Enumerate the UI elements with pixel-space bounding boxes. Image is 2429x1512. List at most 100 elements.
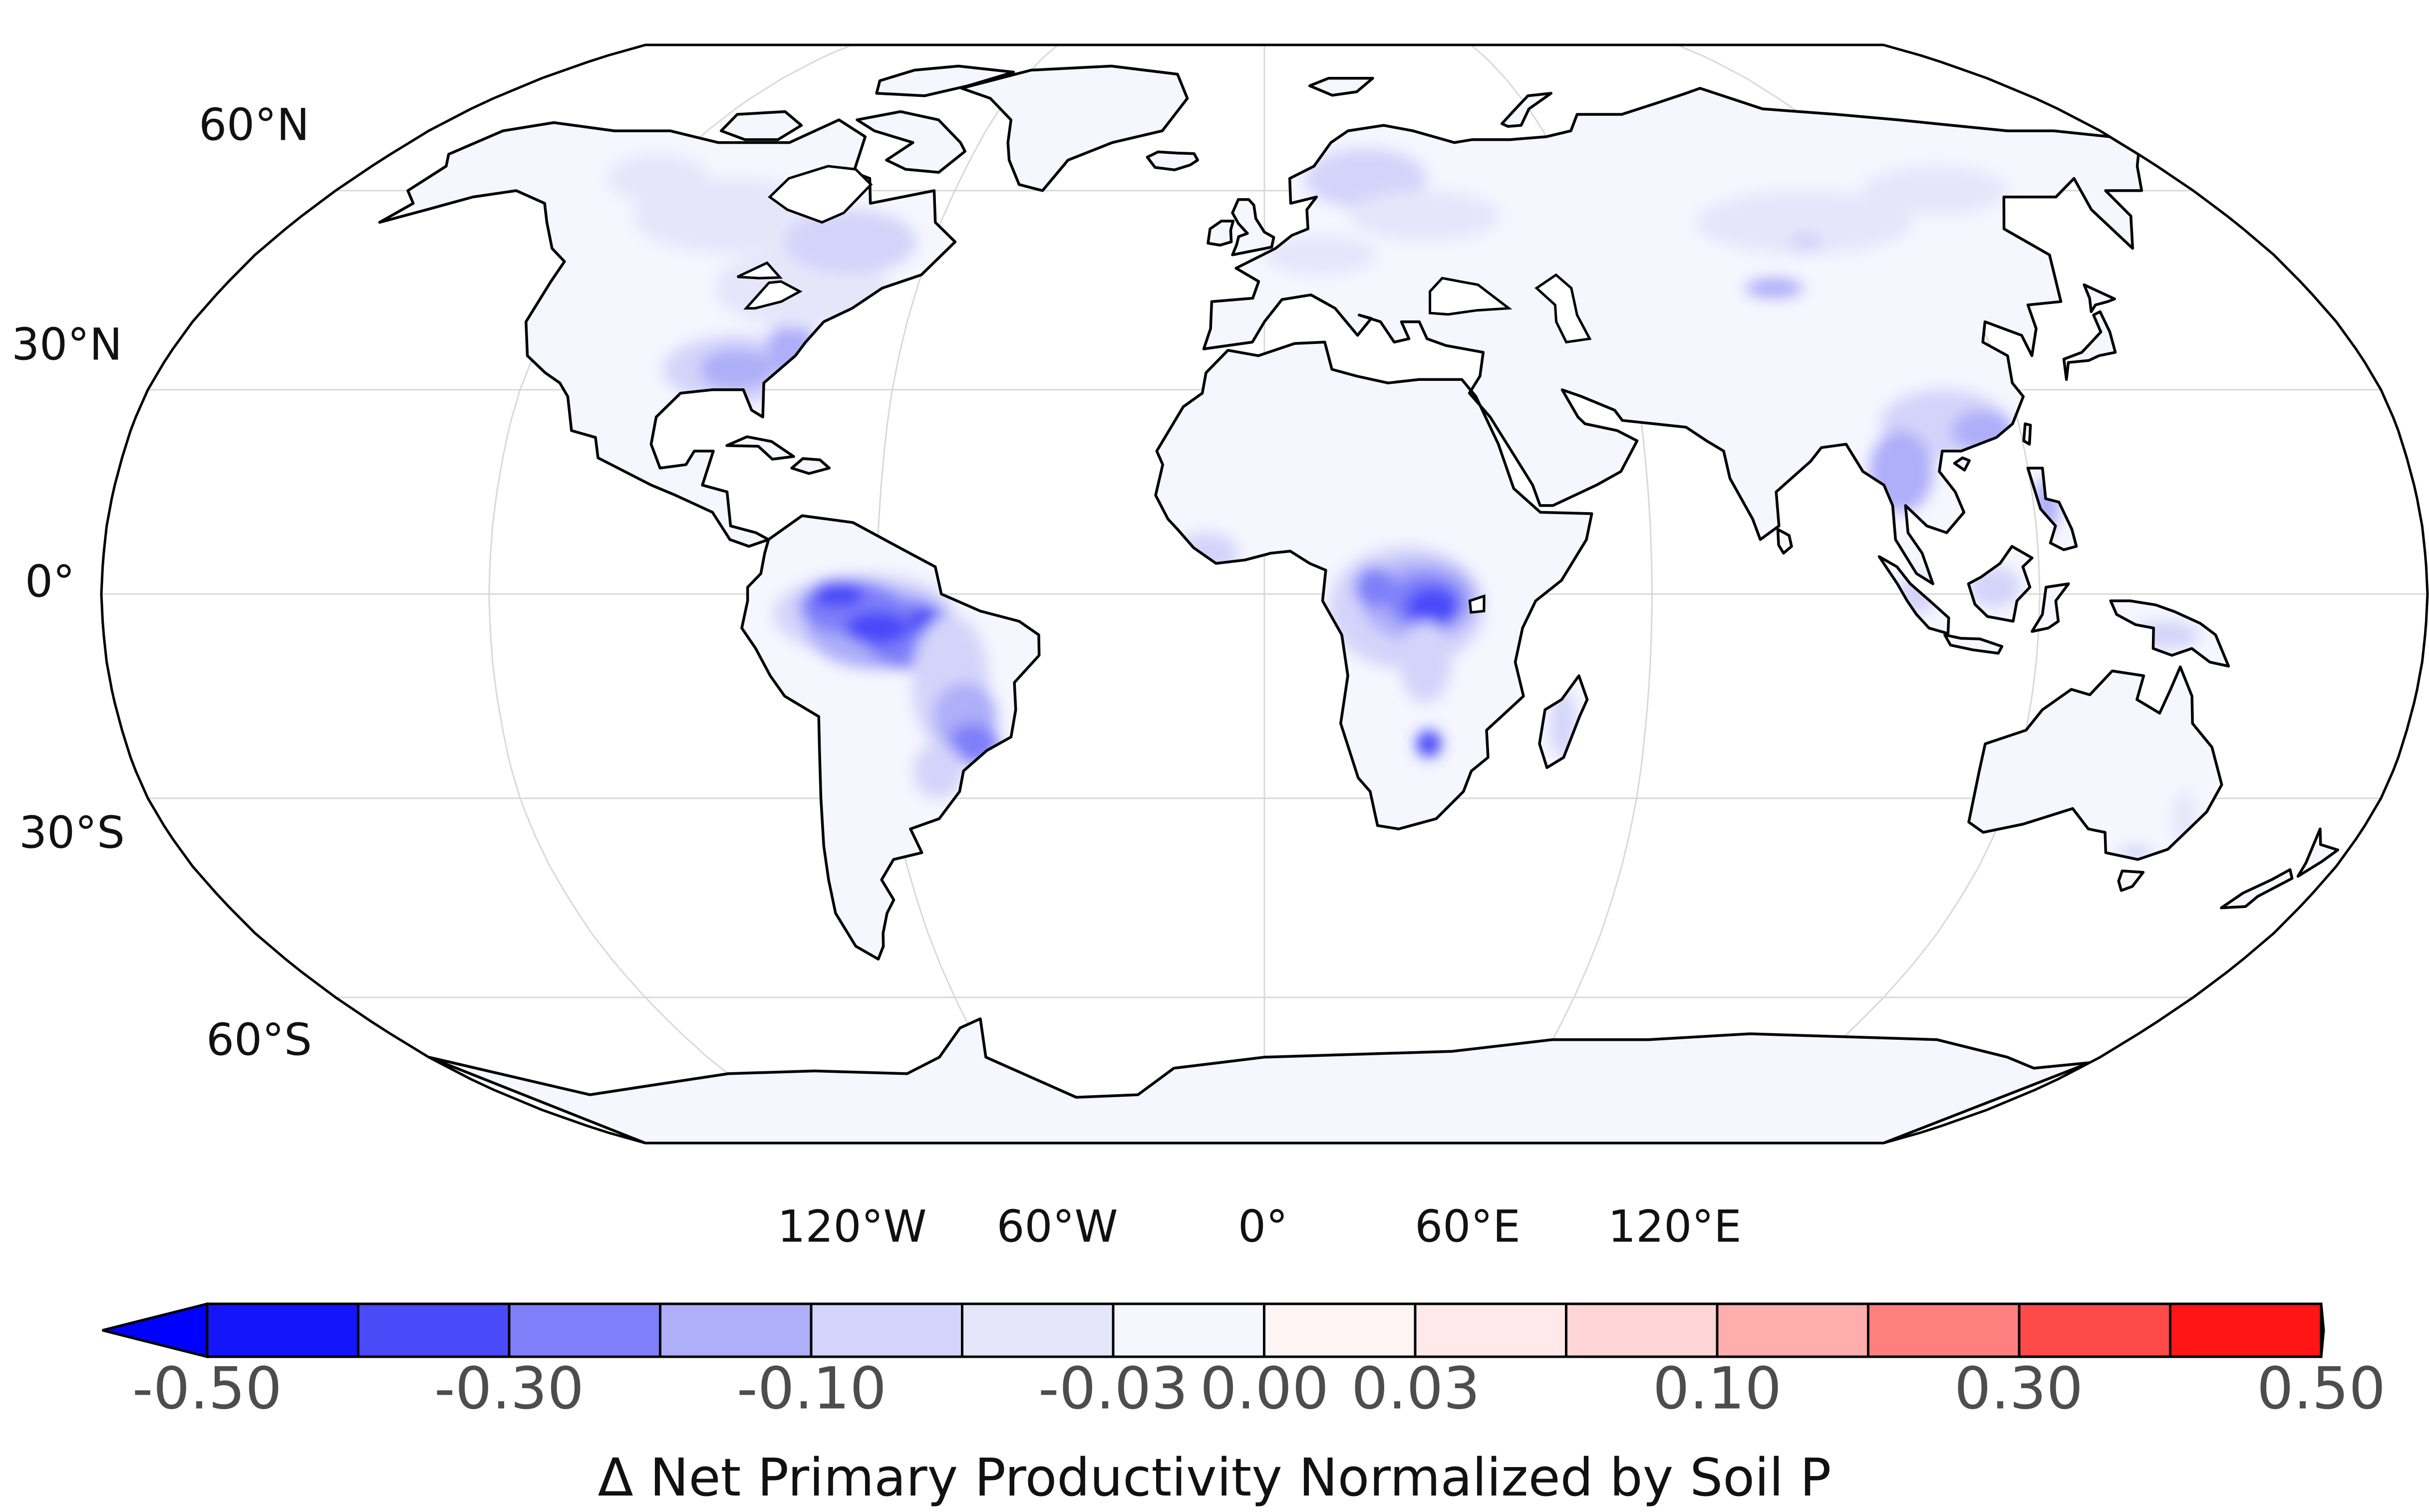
lon-label-120w: 120°W (777, 1201, 927, 1252)
coastline-ireland (1207, 220, 1235, 247)
lake-victoria (1468, 594, 1486, 614)
anomaly-patch (1406, 587, 1459, 628)
anomaly-patch (1399, 621, 1451, 703)
anomaly-patch (913, 744, 964, 799)
coastline-sumatra (1877, 555, 1950, 635)
colorbar-segment (2018, 1302, 2171, 1358)
lon-label-60w: 60°W (996, 1201, 1118, 1252)
colorbar-tick-label: -0.50 (132, 1355, 283, 1423)
coastline-cuba (725, 435, 795, 461)
land-antarctica (428, 1018, 2090, 1143)
land-australia (1969, 666, 2222, 860)
colorbar-tick-label: -0.30 (434, 1355, 585, 1423)
land-java (1944, 634, 2002, 653)
colorbar-segment (508, 1302, 661, 1358)
colorbar-tick-label: 0.10 (1652, 1355, 1782, 1423)
colorbar-segment (1263, 1302, 1417, 1358)
colorbar-title: Δ Net Primary Productivity Normalized by… (598, 1447, 1831, 1508)
coastline-java (1943, 633, 2004, 655)
lat-label-60n: 60°N (199, 99, 309, 151)
land-tasmania (2119, 871, 2143, 891)
map-boundary (100, 43, 2429, 1145)
coastline-new-zealand-south (2220, 868, 2294, 909)
anomaly-patch (1350, 190, 1500, 242)
coastline-australia (1967, 665, 2223, 861)
coastline-hainan (1953, 456, 1971, 472)
coastline-antarctica (427, 1017, 2091, 1143)
coastline-north-america (378, 118, 957, 548)
colorbar-tick-label: 0.03 (1351, 1355, 1481, 1423)
map-area (100, 43, 2429, 1145)
colorbar-tick-label: 0.30 (1954, 1355, 2084, 1423)
colorbar-segment (659, 1302, 813, 1358)
coastline-africa (1154, 340, 1593, 831)
colorbar-segment (1716, 1302, 1869, 1358)
colorbar-segment (357, 1302, 511, 1358)
coastline-taiwan (2022, 422, 2032, 446)
anomaly-patch (1745, 278, 1803, 299)
land-ellesmere (877, 66, 1014, 96)
colorbar (102, 1302, 2325, 1359)
colorbar-tick-label: 0.00 (1200, 1355, 1329, 1423)
hudson-bay (768, 165, 873, 224)
coastline-eurasia (1202, 87, 2143, 586)
coastline-borneo (1967, 545, 2034, 623)
lon-label-60e: 60°E (1415, 1201, 1520, 1252)
coastline-svalbard (1308, 76, 1374, 97)
land-new-zealand-north (2298, 829, 2338, 877)
colorbar-segment (1112, 1302, 1265, 1358)
coastline-new-guinea (2109, 599, 2230, 668)
coastline-greenland (960, 64, 1189, 192)
lat-label-30n: 30°N (11, 318, 122, 370)
colorbar-segment (810, 1302, 963, 1358)
coastline-victoria (719, 110, 803, 141)
coastline-ellesmere (875, 64, 1015, 97)
colorbar-segment (1867, 1302, 2021, 1358)
coastline-sri-lanka (1776, 528, 1793, 555)
coastline-novaya-zemlya (1501, 92, 1553, 128)
coastline-sulawesi (2030, 582, 2070, 633)
coastline-south-america (740, 514, 1041, 961)
colorbar-tick-label: -0.03 (1038, 1355, 1189, 1423)
colorbar-segment (206, 1302, 359, 1358)
anomaly-patch (1355, 567, 1394, 608)
lon-label-120e: 120°E (1608, 1201, 1742, 1252)
lake-michigan-huron (743, 280, 803, 310)
coastline-hokkaido (2083, 283, 2116, 313)
black-sea (1429, 277, 1513, 316)
coastline-iceland (1146, 150, 1200, 172)
coastline-hispaniola (790, 457, 831, 475)
lon-label-0: 0° (1238, 1201, 1288, 1252)
land-great-britain (1232, 199, 1274, 255)
colorbar-segment (961, 1302, 1115, 1358)
lat-label-30s: 30°S (19, 807, 125, 859)
lake-superior (737, 261, 783, 280)
coastline-philippines (2026, 466, 2078, 552)
anomaly-patch (607, 154, 708, 203)
coastline-japan (2062, 310, 2117, 381)
coastline-baffin (856, 110, 966, 174)
coastlines (378, 64, 2340, 1143)
anomaly-patch (700, 349, 774, 390)
anomaly-patch (1696, 190, 1912, 254)
colorbar-tick-label: 0.50 (2256, 1355, 2386, 1423)
anomaly-patch (1789, 232, 1822, 252)
colorbar-segment (2169, 1302, 2323, 1358)
land-victoria (721, 111, 802, 140)
lat-label-60s: 60°S (206, 1014, 312, 1066)
anomaly-patch (1416, 730, 1442, 758)
land-greenland (961, 66, 1188, 191)
colorbar-segment (1565, 1302, 1719, 1358)
colorbar-over-arrow (2320, 1303, 2325, 1357)
anomaly-patch (1264, 235, 1377, 275)
anomaly-patch (1863, 166, 2008, 215)
anomaly-patch (812, 580, 864, 608)
anomaly-patch (784, 210, 916, 275)
coastline-tasmania (2117, 870, 2145, 892)
colorbar-segment (1414, 1302, 1567, 1358)
coastline-madagascar (1538, 674, 1589, 769)
coastline-new-zealand-north (2296, 827, 2340, 878)
colorbar-tick-label: -0.10 (736, 1355, 887, 1423)
coastline-great-britain (1231, 198, 1275, 257)
